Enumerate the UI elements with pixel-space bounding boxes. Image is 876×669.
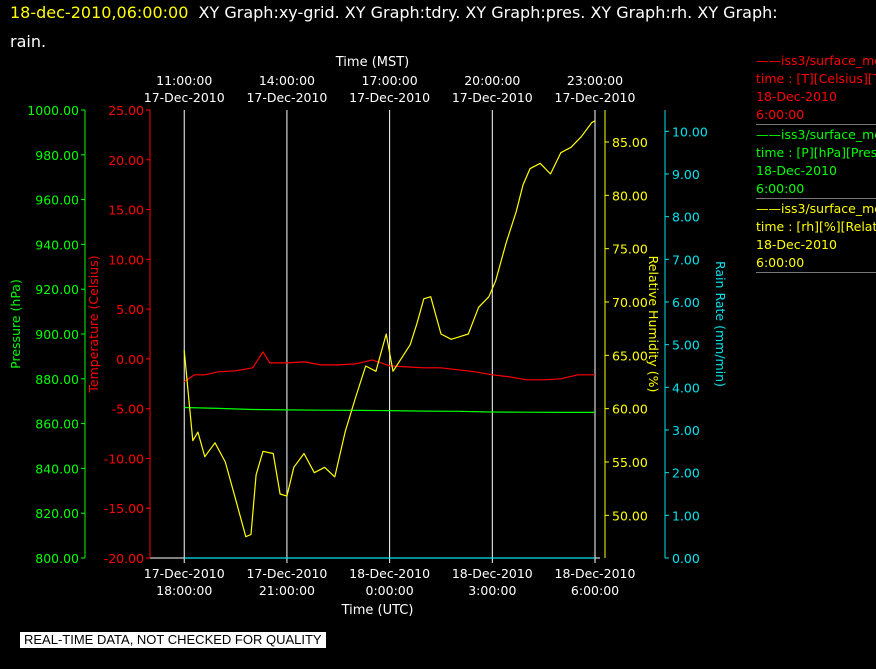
series-pressure-line <box>184 406 595 413</box>
pressure-tick-label: 900.00 <box>35 327 79 342</box>
x-tick-label-bottom-time: 6:00:00 <box>571 583 619 598</box>
pressure-tick-label: 860.00 <box>35 417 79 432</box>
temperature-tick-label: -10.00 <box>104 451 144 466</box>
valid-time-stamp: 18-dec-2010,06:00:00 <box>10 3 189 22</box>
temperature-tick-label: -15.00 <box>104 501 144 516</box>
legend-name: ——iss3/surface_me <box>756 201 876 216</box>
x-tick-label-top-date: 17-Dec-2010 <box>555 90 636 105</box>
rh-tick-label: 55.00 <box>612 455 648 470</box>
temperature-tick-label: 0.00 <box>116 352 144 367</box>
x-tick-label-top-time: 14:00:00 <box>259 73 315 88</box>
legend: ——iss3/surface_me time : [T][Celsius][T 18… <box>756 52 876 274</box>
title-line-2: rain. <box>10 32 47 51</box>
graph-list: XY Graph:xy-grid. XY Graph:tdry. XY Grap… <box>198 3 778 22</box>
legend-field: time : [P][hPa][Pres <box>756 145 876 160</box>
title-line-1: 18-dec-2010,06:00:00 XY Graph:xy-grid. X… <box>10 3 778 22</box>
x-tick-label-top-date: 17-Dec-2010 <box>349 90 430 105</box>
legend-name: ——iss3/surface_me <box>756 127 876 142</box>
rain-tick-label: 1.00 <box>672 508 700 523</box>
x-tick-label-bottom-date: 18-Dec-2010 <box>555 566 636 581</box>
legend-date: 18-Dec-2010 <box>756 163 837 178</box>
x-tick-label-top-time: 23:00:00 <box>567 73 623 88</box>
rain-tick-label: 7.00 <box>672 252 700 267</box>
x-tick-label-top-date: 17-Dec-2010 <box>452 90 533 105</box>
pressure-tick-label: 960.00 <box>35 193 79 208</box>
x-tick-label-bottom-time: 21:00:00 <box>259 583 315 598</box>
pressure-tick-label: 1000.00 <box>27 103 79 118</box>
pressure-axis-title: Pressure (hPa) <box>8 279 23 369</box>
rh-tick-label: 80.00 <box>612 188 648 203</box>
x-tick-label-bottom-date: 18-Dec-2010 <box>349 566 430 581</box>
temperature-tick-label: 5.00 <box>116 302 144 317</box>
pressure-tick-label: 940.00 <box>35 237 79 252</box>
temperature-axis-title: Temperature (Celsius) <box>86 255 101 393</box>
legend-date: 18-Dec-2010 <box>756 237 837 252</box>
pressure-tick-label: 840.00 <box>35 461 79 476</box>
rain-tick-label: 10.00 <box>672 124 708 139</box>
rain-tick-label: 5.00 <box>672 338 700 353</box>
pressure-tick-label: 920.00 <box>35 282 79 297</box>
x-tick-label-top-time: 17:00:00 <box>362 73 418 88</box>
quality-disclaimer: REAL-TIME DATA, NOT CHECKED FOR QUALITY <box>20 632 326 648</box>
pressure-tick-label: 980.00 <box>35 148 79 163</box>
temperature-tick-label: 25.00 <box>108 103 144 118</box>
rain-tick-label: 6.00 <box>672 295 700 310</box>
pressure-tick-label: 800.00 <box>35 551 79 566</box>
x-tick-label-bottom-time: 0:00:00 <box>366 583 414 598</box>
x-tick-label-bottom-date: 17-Dec-2010 <box>144 566 225 581</box>
series-temperature-line <box>183 351 595 383</box>
rh-axis-title: Relative Humidity (%) <box>646 256 661 393</box>
x-tick-label-bottom-date: 18-Dec-2010 <box>452 566 533 581</box>
rain-tick-label: 8.00 <box>672 210 700 225</box>
rh-tick-label: 50.00 <box>612 508 648 523</box>
x-tick-label-bottom-date: 17-Dec-2010 <box>246 566 327 581</box>
series-rh-line <box>183 120 596 538</box>
legend-time: 6:00:00 <box>756 107 805 122</box>
legend-field: time : [rh][%][Relati <box>756 219 876 234</box>
temperature-tick-label: -5.00 <box>112 402 144 417</box>
x-tick-label-top-date: 17-Dec-2010 <box>144 90 225 105</box>
rh-tick-label: 70.00 <box>612 295 648 310</box>
legend-time: 6:00:00 <box>756 181 805 196</box>
legend-field: time : [T][Celsius][T <box>756 71 876 86</box>
rain-tick-label: 4.00 <box>672 380 700 395</box>
legend-name: ——iss3/surface_me <box>756 53 876 68</box>
pressure-tick-label: 880.00 <box>35 372 79 387</box>
temperature-tick-label: -20.00 <box>104 551 144 566</box>
x-tick-label-top-date: 17-Dec-2010 <box>246 90 327 105</box>
temperature-tick-label: 15.00 <box>108 203 144 218</box>
rain-tick-label: 0.00 <box>672 551 700 566</box>
legend-date: 18-Dec-2010 <box>756 89 837 104</box>
rh-tick-label: 65.00 <box>612 348 648 363</box>
rh-tick-label: 60.00 <box>612 402 648 417</box>
temperature-tick-label: 20.00 <box>108 153 144 168</box>
temperature-tick-label: 10.00 <box>108 252 144 267</box>
rain-tick-label: 2.00 <box>672 466 700 481</box>
rain-tick-label: 3.00 <box>672 423 700 438</box>
pressure-tick-label: 820.00 <box>35 506 79 521</box>
rh-tick-label: 75.00 <box>612 242 648 257</box>
rain-tick-label: 9.00 <box>672 167 700 182</box>
x-tick-label-top-time: 11:00:00 <box>156 73 212 88</box>
x-axis-title-top: Time (MST) <box>335 55 410 70</box>
x-tick-label-bottom-time: 3:00:00 <box>468 583 516 598</box>
legend-time: 6:00:00 <box>756 255 805 270</box>
x-axis-title-bottom: Time (UTC) <box>341 603 414 618</box>
rain-axis-title: Rain Rate (mm/min) <box>713 261 728 387</box>
x-tick-label-top-time: 20:00:00 <box>464 73 520 88</box>
rh-tick-label: 85.00 <box>612 135 648 150</box>
x-tick-label-bottom-time: 18:00:00 <box>156 583 212 598</box>
